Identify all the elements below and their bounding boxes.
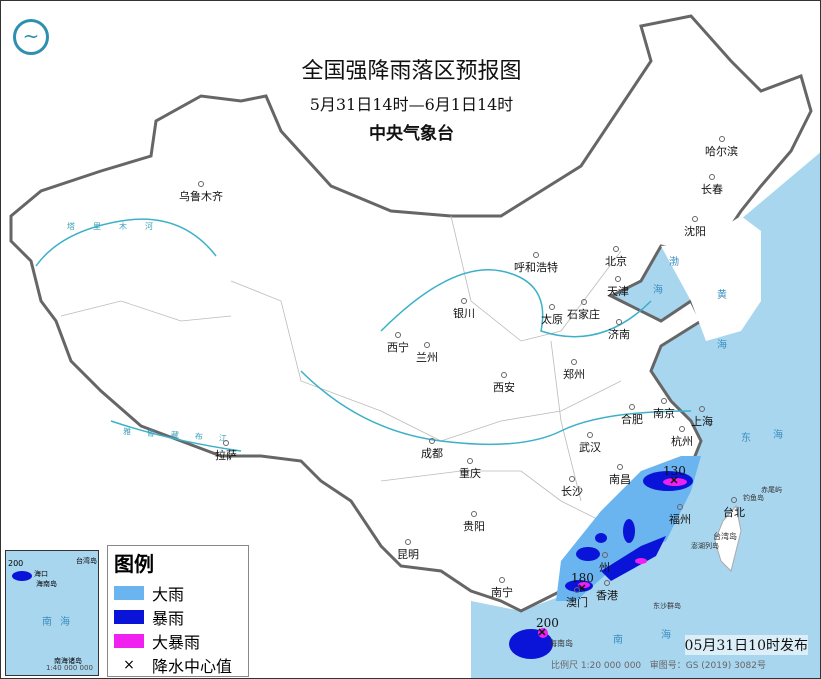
city-label: 北京: [605, 246, 627, 268]
city-label: 香港: [596, 580, 618, 602]
island-label: 东沙群岛: [653, 602, 681, 610]
korea-peninsula: [661, 216, 761, 341]
inset-label: 海南岛: [36, 580, 57, 588]
inset-islands-label: 南海诸岛: [54, 657, 82, 665]
legend-label: 大雨: [152, 585, 185, 604]
scale-text: 比例尺 1:20 000 000: [551, 661, 642, 671]
map-title: 全国强降雨落区预报图: [301, 59, 522, 84]
city-label: 澳门: [566, 587, 588, 609]
cross-icon: ×: [123, 657, 135, 673]
city-label: 南京: [653, 398, 675, 420]
publish-time: 05月31日10时发布: [684, 635, 808, 655]
city-label: 乌鲁木齐: [179, 181, 223, 203]
legend-swatch: [114, 586, 144, 600]
city-label: 西安: [493, 372, 515, 394]
city-label: 南昌: [609, 464, 631, 486]
city-label: 台北: [723, 497, 745, 519]
forecast-period: 5月31日14时—6月1日14时: [309, 95, 514, 114]
rain-center-value: 200: [536, 616, 559, 630]
city-label: 贵阳: [463, 511, 485, 533]
rain-center-value: 180: [571, 571, 594, 585]
rain-center-markers: [538, 476, 678, 636]
city-label: 长春: [701, 174, 723, 196]
inset-rainstorm-area: [12, 571, 32, 581]
legend-item-rainstorm: 暴雨: [114, 605, 248, 629]
city-label: 成都: [421, 438, 443, 460]
city-label: 石家庄: [567, 299, 600, 321]
approval-number: 审图号：GS (2019) 3082号: [649, 661, 766, 671]
city-label: 兰州: [416, 342, 438, 364]
issuer: 中央气象台: [369, 124, 454, 144]
sea-label-east: 东: [741, 433, 751, 444]
legend-label: 暴雨: [152, 609, 185, 628]
city-label: 天津: [607, 276, 629, 298]
legend-title: 图例: [114, 552, 154, 576]
city-label: 福州: [669, 504, 691, 526]
river-label-tarim: 塔里木河: [67, 222, 171, 231]
city-label: 沈阳: [684, 216, 706, 238]
island-label: 海南岛: [549, 639, 573, 648]
inset-label: 海口: [34, 570, 48, 578]
city-label: 呼和浩特: [514, 252, 558, 274]
city-label: 合肥: [621, 404, 643, 426]
island-label: 钓鱼岛: [743, 494, 764, 502]
legend-item-severe-rainstorm: 大暴雨: [114, 629, 248, 653]
city-label: 上海: [691, 406, 713, 428]
island-label: 澎湖列岛: [691, 542, 719, 550]
map-scale: 比例尺 1:20 000 000 审图号：GS (2019) 3082号: [551, 658, 766, 671]
city-label: 武汉: [579, 432, 601, 454]
province-borders: [60, 215, 622, 522]
city-label: 太原: [541, 304, 563, 326]
city-label: 南宁: [491, 577, 513, 599]
legend: 图例 大雨 暴雨 大暴雨 × 降水中心值: [107, 545, 249, 677]
city-label: 州: [599, 552, 610, 574]
sea-label-south: 南: [613, 635, 623, 646]
legend-swatch: [114, 610, 144, 624]
legend-label: 大暴雨: [152, 633, 201, 652]
city-label: 银川: [453, 298, 475, 320]
south-china-sea-inset: 200 海口 海南岛 台湾岛 南海 南海诸岛 1:40 000 000: [5, 550, 99, 676]
taiwan-island: [714, 504, 742, 572]
rivers: [35, 218, 692, 452]
sea-label-east: 海: [773, 430, 783, 441]
inset-sea-label: 南海: [42, 617, 78, 628]
legend-item-rain-center: × 降水中心值: [114, 653, 248, 677]
city-label: 郑州: [563, 359, 585, 381]
city-label: 西宁: [387, 332, 409, 354]
city-label: 重庆: [459, 458, 481, 480]
city-label: 拉萨: [215, 440, 237, 462]
sea-label-yellow: 海: [717, 340, 727, 351]
island-label: 赤尾屿: [761, 486, 782, 494]
city-label: 济南: [608, 319, 630, 341]
cma-logo-icon: ~: [13, 19, 49, 55]
legend-swatch: [114, 634, 144, 648]
city-label: 昆明: [397, 539, 419, 561]
sea-label-bohai: 渤: [669, 257, 679, 268]
city-label: 长沙: [561, 476, 583, 498]
island-label: 台湾岛: [713, 532, 737, 541]
inset-value: 200: [8, 559, 24, 568]
inset-scale: 1:40 000 000: [46, 664, 93, 672]
sea-label-yellow: 黄: [717, 290, 727, 301]
city-label: 哈尔滨: [705, 136, 738, 158]
city-label: 杭州: [671, 426, 693, 448]
rain-center-value: 130: [663, 464, 686, 478]
sea-label-south: 海: [661, 630, 671, 641]
inset-label: 台湾岛: [76, 557, 97, 565]
legend-item-heavy-rain: 大雨: [114, 581, 248, 605]
legend-label: 降水中心值: [152, 657, 233, 676]
sea-label-bohai: 海: [653, 285, 663, 296]
